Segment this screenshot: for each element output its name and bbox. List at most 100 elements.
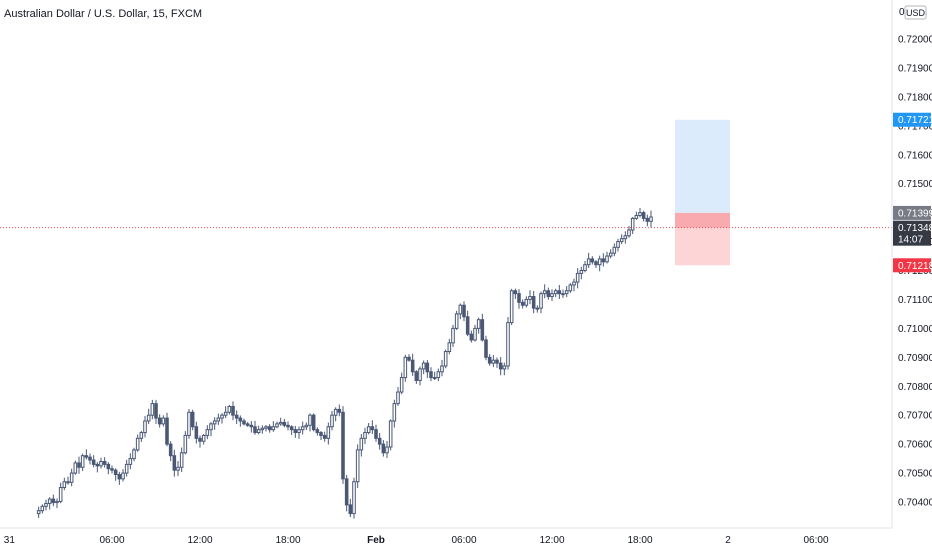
candle (612, 243, 617, 257)
candle (630, 216, 635, 234)
candle (36, 506, 41, 518)
candle (359, 434, 364, 457)
candle (425, 360, 430, 378)
time-tick-label: 12:00 (539, 535, 564, 546)
candle (212, 417, 217, 430)
candle (168, 441, 173, 462)
candle (370, 420, 375, 434)
candle (231, 401, 235, 421)
position-profit-zone[interactable] (675, 119, 730, 213)
candle (572, 278, 576, 292)
candle (649, 210, 653, 228)
candle (513, 288, 518, 299)
candle (124, 459, 129, 477)
candle (249, 421, 254, 433)
time-tick-label: 2 (725, 535, 731, 546)
candle (381, 440, 386, 457)
price-tick-label: 0.71700 (898, 121, 932, 132)
candle (517, 289, 521, 309)
candle (179, 447, 184, 473)
candle (157, 414, 162, 428)
price-tick-label: 0.70400 (898, 498, 932, 509)
candle (80, 453, 85, 472)
candle (344, 475, 349, 512)
candle (487, 354, 492, 366)
price-tick-label: 0.70700 (898, 411, 932, 422)
candle (198, 435, 202, 448)
candle (575, 268, 580, 289)
candle (586, 252, 591, 268)
candle (509, 288, 514, 326)
candle (282, 418, 287, 428)
candle (561, 289, 565, 298)
price-tick-label: 0.71900 (898, 63, 932, 74)
candle (304, 422, 309, 431)
candle (44, 499, 48, 511)
candle (436, 368, 441, 382)
candle (51, 494, 56, 507)
candle (256, 425, 261, 435)
candle (469, 330, 474, 343)
price-tick-label: 0.70600 (898, 440, 932, 451)
price-tags: 0.71721 0.71399 0.71348 14:07 0.71218 (893, 112, 932, 273)
candle (315, 427, 320, 436)
candle (176, 461, 180, 477)
candle (264, 424, 268, 432)
candle (146, 408, 151, 425)
candle (95, 462, 100, 473)
candle (66, 476, 70, 485)
candle (374, 424, 378, 442)
candle (634, 211, 639, 220)
price-tick-label: 0.70800 (898, 382, 932, 393)
candle (590, 256, 595, 265)
time-tick-label: 31 (4, 535, 16, 546)
candle (190, 409, 195, 431)
target-price-tag: 0.71721 (893, 112, 932, 127)
candle (311, 413, 316, 432)
candle (187, 409, 191, 439)
candle (392, 399, 397, 428)
current-price-tag: 0.71348 14:07 (893, 220, 932, 246)
candle (568, 283, 573, 293)
candle (132, 447, 136, 462)
candle (117, 471, 122, 485)
candle (432, 371, 437, 380)
candle (139, 430, 144, 442)
price-tick-label: 0.71100 (898, 295, 932, 306)
candle (289, 425, 294, 436)
candle (502, 362, 507, 376)
price-tick-label: 0.71000 (898, 324, 932, 335)
svg-text:0.71399: 0.71399 (898, 208, 932, 219)
candle (245, 421, 250, 427)
candle (579, 266, 584, 280)
candle (62, 477, 67, 491)
candle (341, 406, 345, 484)
candle (484, 335, 488, 361)
candle (73, 460, 78, 475)
candle (421, 360, 426, 375)
candle (293, 425, 298, 438)
candlestick-series (36, 207, 653, 519)
time-tick-label: 12:00 (187, 535, 212, 546)
candle (260, 425, 265, 434)
candle (407, 354, 411, 362)
price-tick-label: 0.70900 (898, 353, 932, 364)
bar-countdown: 14:07 (898, 235, 923, 246)
candle (154, 399, 158, 424)
candle (557, 285, 562, 299)
currency-button[interactable]: USD (904, 5, 927, 20)
candle (106, 462, 111, 475)
candle (337, 404, 342, 417)
candle (440, 359, 444, 377)
svg-text:0.71348: 0.71348 (898, 223, 932, 234)
candle (451, 324, 455, 347)
candle (429, 367, 433, 382)
time-axis[interactable]: 31 06:00 12:00 18:00 Feb 06:00 12:00 18:00 2 06:0… (4, 535, 829, 546)
candle (172, 449, 177, 477)
time-tick-label: 06:00 (451, 535, 476, 546)
candle (161, 415, 166, 427)
candle (366, 423, 371, 435)
time-tick-label: 06:00 (99, 535, 124, 546)
